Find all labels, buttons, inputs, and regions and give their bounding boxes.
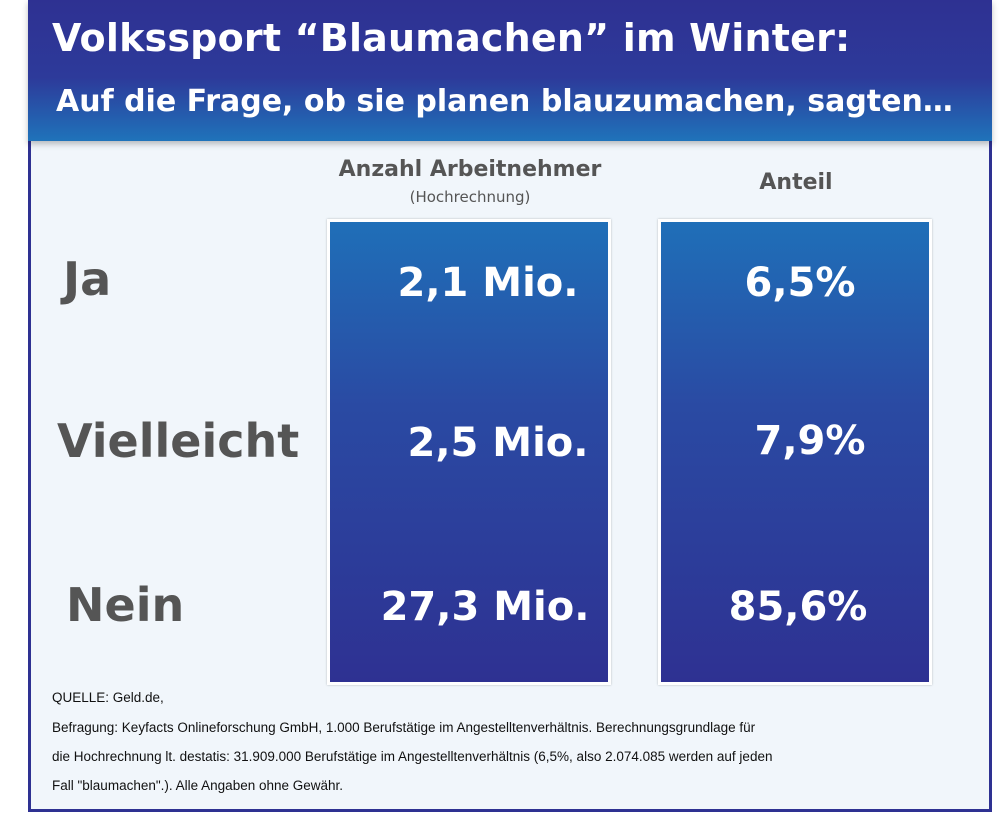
column-header-count: Anzahl Arbeitnehmer xyxy=(338,157,602,182)
row-label-nein: Nein xyxy=(66,578,185,632)
footnote-line-2: die Hochrechnung lt. destatis: 31.909.00… xyxy=(52,749,773,764)
header-banner xyxy=(28,0,992,141)
column-header-share: Anteil xyxy=(759,170,833,195)
count-value-vielleicht: 2,5 Mio. xyxy=(407,420,589,466)
footnote-line-1: Befragung: Keyfacts Onlineforschung GmbH… xyxy=(52,720,756,735)
row-label-vielleicht: Vielleicht xyxy=(57,414,300,468)
page-subtitle: Auf die Frage, ob sie planen blauzumache… xyxy=(56,84,953,119)
footnote-line-3: Fall "blaumachen".). Alle Angaben ohne G… xyxy=(52,778,344,793)
count-panel xyxy=(327,219,611,685)
share-panel xyxy=(658,219,932,685)
source-line: QUELLE: Geld.de, xyxy=(52,690,164,705)
count-value-nein: 27,3 Mio. xyxy=(380,584,590,630)
share-value-nein: 85,6% xyxy=(728,584,868,630)
row-label-ja: Ja xyxy=(63,252,112,306)
count-value-ja: 2,1 Mio. xyxy=(397,260,579,306)
column-subheader-count: (Hochrechnung) xyxy=(409,188,531,206)
share-value-vielleicht: 7,9% xyxy=(754,418,866,464)
page-title: Volkssport “Blaumachen” im Winter: xyxy=(52,16,851,60)
share-value-ja: 6,5% xyxy=(744,260,856,306)
